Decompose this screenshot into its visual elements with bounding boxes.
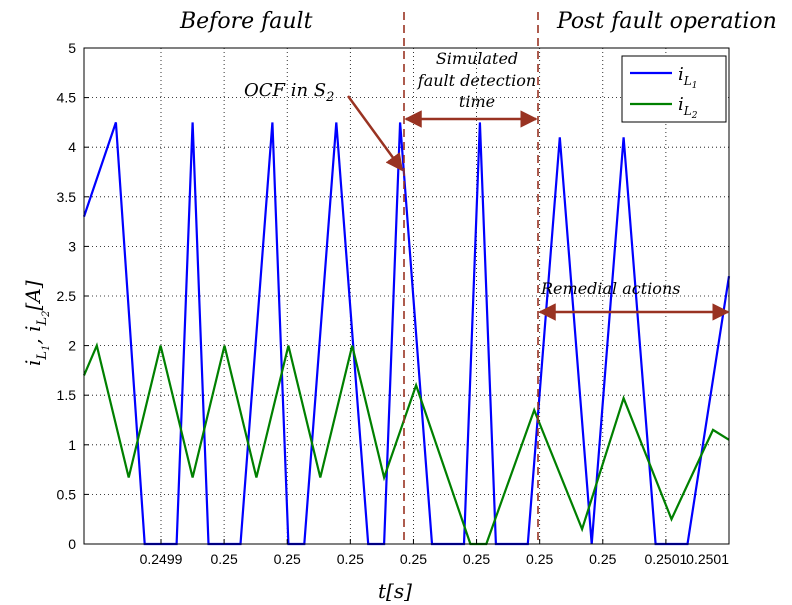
series-layer xyxy=(82,122,731,546)
y-tick-label: 3.5 xyxy=(57,189,77,205)
x-tick-label: 0.2499 xyxy=(140,551,183,567)
y-tick-label: 2 xyxy=(68,338,76,354)
remedial-label: Remedial actions xyxy=(540,279,680,298)
y-tick-label: 5 xyxy=(68,40,76,56)
x-tick-label: 0.25 xyxy=(400,551,427,567)
post-fault-label: Post fault operation xyxy=(556,9,777,34)
ocf-label: OCF in S2 xyxy=(244,80,334,105)
x-tick-label: 0.2501 xyxy=(644,551,687,567)
y-tick-label: 2.5 xyxy=(57,288,77,304)
y-axis-ticks: 0 0.5 1 1.5 2 2.5 3 3.5 4 4.5 5 xyxy=(57,40,89,552)
x-tick-label: 0.25 xyxy=(274,551,301,567)
before-fault-label: Before fault xyxy=(179,9,313,34)
y-tick-label: 1.5 xyxy=(57,387,77,403)
x-tick-label: 0.25 xyxy=(526,551,553,567)
sim-detect-line2: fault detection xyxy=(417,71,536,90)
y-tick-label: 3 xyxy=(68,238,76,254)
x-tick-label: 0.25 xyxy=(210,551,237,567)
legend-box xyxy=(621,55,727,123)
y-tick-label: 4.5 xyxy=(57,90,77,106)
ocf-label-text: OCF in S xyxy=(244,80,326,101)
x-axis-ticks: 0.2499 0.25 0.25 0.25 0.25 0.25 0.25 0.25 0.2501… xyxy=(140,539,730,567)
y-axis-label: iL1, iL2[A] xyxy=(21,280,52,366)
x-tick-label: 0.2501 xyxy=(686,551,729,567)
y-tick-label: 1 xyxy=(68,437,76,453)
ocf-arrow xyxy=(346,95,404,172)
x-axis-label: t[s] xyxy=(378,579,412,603)
x-tick-label: 0.25 xyxy=(463,551,490,567)
sim-detect-line3: time xyxy=(459,92,495,111)
y-tick-label: 4 xyxy=(68,139,76,155)
x-tick-label: 0.25 xyxy=(337,551,364,567)
y-tick-label: 0 xyxy=(68,536,76,552)
y-tick-label: 0.5 xyxy=(57,486,77,502)
series-iL2-line xyxy=(82,342,730,546)
x-tick-label: 0.25 xyxy=(589,551,616,567)
legend: iL1 iL2 xyxy=(621,55,727,123)
series-iL1-line xyxy=(82,122,731,546)
sim-detect-line1: Simulated xyxy=(436,49,518,68)
svg-text:iL1, iL2[A]: iL1, iL2[A] xyxy=(21,280,52,366)
ocf-label-subscript: 2 xyxy=(325,90,334,105)
